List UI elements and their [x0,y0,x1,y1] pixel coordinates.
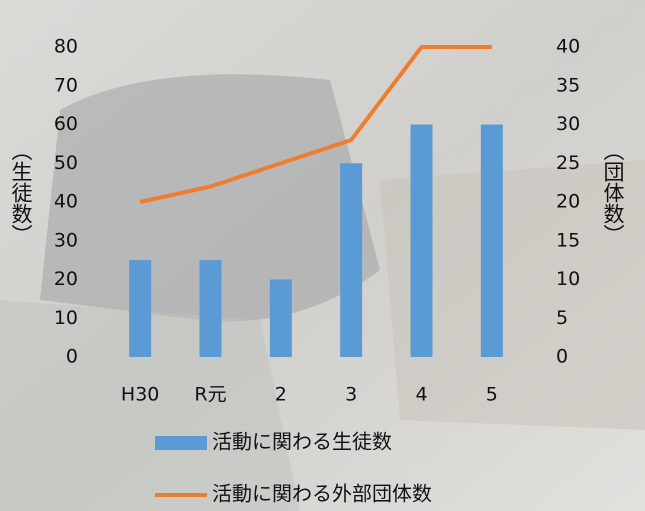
y-tick-label: 70 [54,74,78,96]
legend-label: 活動に関わる外部団体数 [212,482,432,506]
bar [129,260,151,357]
x-tick-label: 5 [486,384,498,406]
y-tick-label: 30 [54,229,78,251]
bar [200,260,222,357]
x-tick-label: 2 [275,384,287,406]
bar [340,163,362,357]
y-tick-label: 50 [54,152,78,174]
bar [481,125,503,358]
y2-tick-label: 20 [556,191,580,213]
y-tick-label: 20 [54,268,78,290]
bar [411,125,433,358]
y-tick-label: 60 [54,113,78,135]
y-tick-label: 10 [54,307,78,329]
legend-label: 活動に関わる生徒数 [212,430,392,454]
x-tick-label: R元 [194,384,226,406]
y-tick-label: 80 [54,36,78,58]
y2-axis-label: （団体数） [601,140,625,245]
y2-tick-label: 25 [556,152,580,174]
y2-tick-label: 15 [556,229,580,251]
x-tick-label: 3 [345,384,357,406]
y2-tick-label: 5 [556,307,568,329]
y2-tick-label: 30 [556,113,580,135]
y2-tick-label: 0 [556,346,568,368]
y-tick-label: 40 [54,191,78,213]
x-tick-label: 4 [415,384,427,406]
bar [270,280,292,358]
y2-tick-label: 40 [556,36,580,58]
y2-tick-label: 10 [556,268,580,290]
y-axis-label: （生徒数） [9,140,33,245]
chart: （生徒数） （団体数） 0102030405060708005101520253… [0,0,645,511]
y2-tick-label: 35 [556,74,580,96]
y-tick-label: 0 [66,346,78,368]
x-tick-label: H30 [121,384,159,406]
legend-swatch [155,436,207,450]
page: （生徒数） （団体数） 0102030405060708005101520253… [0,0,645,511]
